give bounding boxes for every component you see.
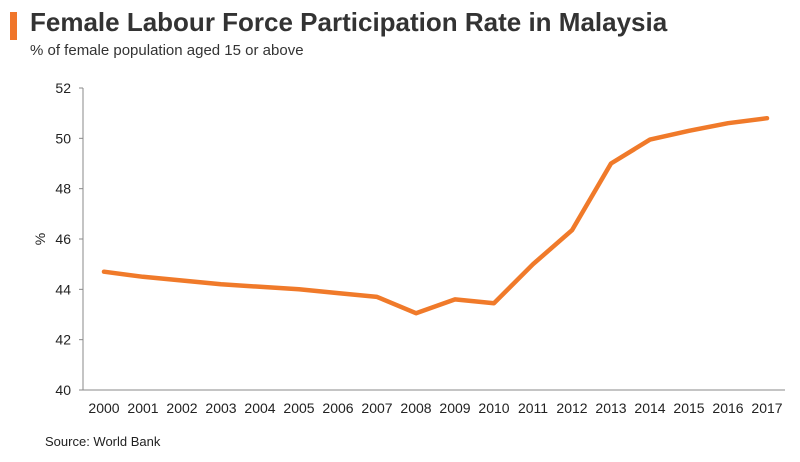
- x-tick-label: 2003: [205, 400, 236, 416]
- series-line: [101, 115, 770, 316]
- chart-series: [101, 115, 770, 316]
- x-axis-ticks: 2000 2001 2002 2003 2004 2005 2006 2007 2008 2009…: [88, 400, 782, 416]
- y-tick-label: 42: [55, 332, 71, 348]
- y-tick-label: 44: [55, 281, 71, 297]
- x-tick-label: 2014: [634, 400, 665, 416]
- chart-subtitle: % of female population aged 15 or above: [30, 42, 304, 59]
- x-tick-label: 2004: [244, 400, 275, 416]
- y-tick-label: 52: [55, 80, 71, 96]
- y-tick-label: 50: [55, 130, 71, 146]
- chart-title: Female Labour Force Participation Rate i…: [30, 7, 668, 37]
- x-tick-label: 2007: [361, 400, 392, 416]
- x-tick-label: 2011: [518, 400, 548, 416]
- x-tick-label: 2001: [127, 400, 158, 416]
- x-tick-label: 2008: [400, 400, 431, 416]
- x-tick-label: 2010: [478, 400, 509, 416]
- y-tick-label: 48: [55, 181, 71, 197]
- y-tick-label: 40: [55, 382, 71, 398]
- y-tick-label: 46: [55, 231, 71, 247]
- x-tick-label: 2016: [712, 400, 743, 416]
- y-axis-ticks: 40 42 44 46 48 50 52: [55, 80, 83, 398]
- x-tick-label: 2017: [751, 400, 782, 416]
- y-axis-label: %: [32, 233, 48, 245]
- x-tick-label: 2013: [595, 400, 626, 416]
- x-tick-label: 2012: [556, 400, 587, 416]
- x-tick-label: 2009: [439, 400, 470, 416]
- x-tick-label: 2005: [283, 400, 314, 416]
- x-tick-label: 2002: [166, 400, 197, 416]
- x-tick-label: 2006: [322, 400, 353, 416]
- x-tick-label: 2015: [673, 400, 704, 416]
- title-accent-bar: [10, 12, 17, 40]
- source-note: Source: World Bank: [45, 434, 161, 449]
- x-tick-label: 2000: [88, 400, 119, 416]
